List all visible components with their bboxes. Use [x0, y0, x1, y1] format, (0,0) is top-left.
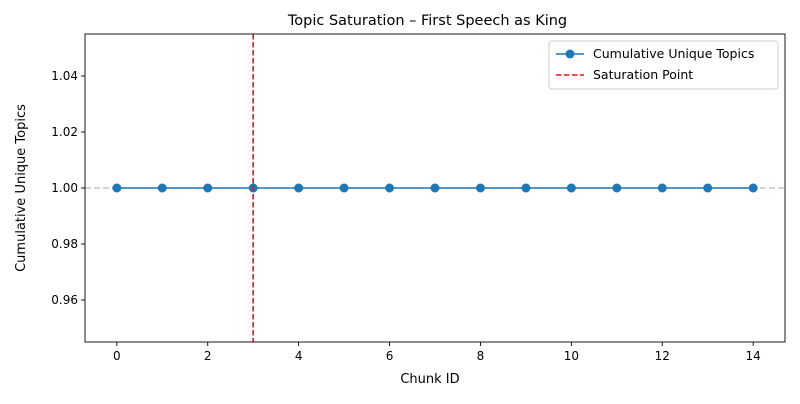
data-point — [657, 183, 667, 193]
data-point — [612, 183, 622, 193]
data-point — [430, 183, 440, 193]
x-tick-label: 2 — [204, 349, 212, 363]
legend: Cumulative Unique Topics Saturation Poin… — [548, 40, 779, 90]
y-tick-label: 1.00 — [51, 181, 78, 195]
y-tick-label: 0.96 — [51, 293, 78, 307]
data-point — [339, 183, 349, 193]
x-axis-ticks: 0 2 4 6 8 10 12 14 — [113, 342, 761, 363]
data-point — [294, 183, 304, 193]
data-point — [385, 183, 395, 193]
data-point — [521, 183, 531, 193]
data-point — [748, 183, 758, 193]
legend-swatch-marker-series — [565, 49, 575, 59]
data-point — [112, 183, 122, 193]
x-tick-label: 10 — [564, 349, 579, 363]
x-tick-label: 4 — [295, 349, 303, 363]
legend-label-series: Cumulative Unique Topics — [593, 46, 754, 61]
x-tick-label: 0 — [113, 349, 121, 363]
x-tick-label: 12 — [655, 349, 670, 363]
data-point — [203, 183, 213, 193]
y-tick-label: 0.98 — [51, 237, 78, 251]
y-tick-label: 1.02 — [51, 125, 78, 139]
data-point — [566, 183, 576, 193]
data-point — [157, 183, 167, 193]
chart-title: Topic Saturation – First Speech as King — [287, 13, 567, 29]
data-point — [703, 183, 713, 193]
x-axis-label: Chunk ID — [400, 372, 459, 387]
y-axis-label: Cumulative Unique Topics — [14, 104, 29, 272]
y-tick-label: 1.04 — [51, 69, 78, 83]
x-tick-label: 6 — [386, 349, 394, 363]
data-point — [475, 183, 485, 193]
x-tick-label: 8 — [477, 349, 485, 363]
y-axis-ticks: 0.96 0.98 1.00 1.02 1.04 — [51, 69, 85, 307]
legend-label-saturation: Saturation Point — [593, 67, 693, 82]
x-tick-label: 14 — [746, 349, 761, 363]
legend-box — [548, 40, 779, 90]
